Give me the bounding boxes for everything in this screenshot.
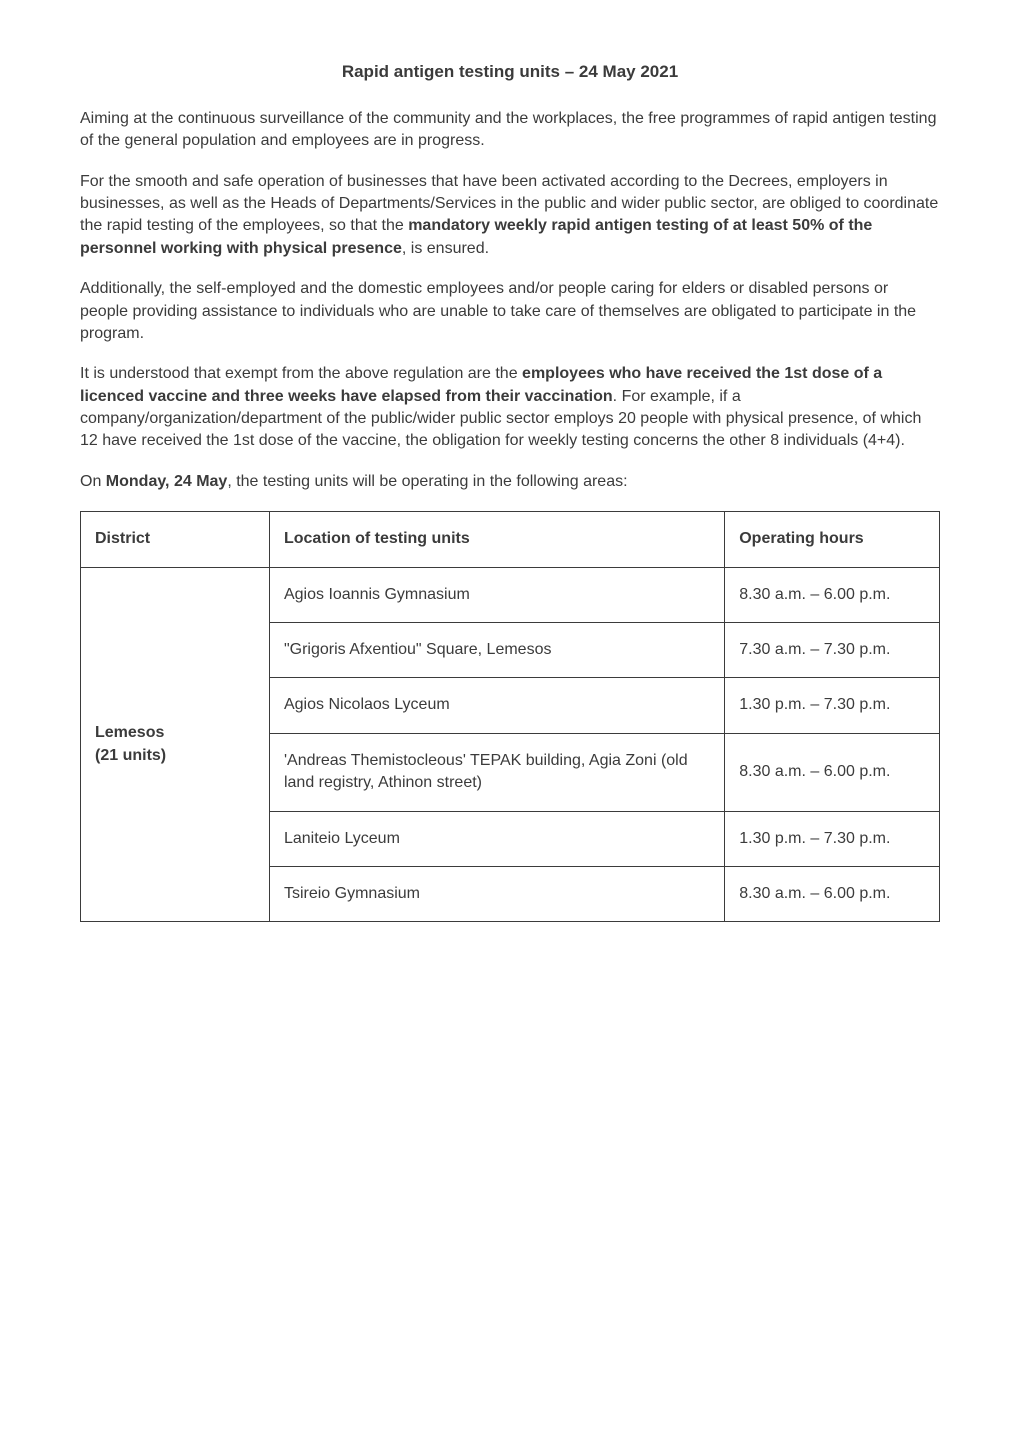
paragraph-4-part-a: It is understood that exempt from the ab… <box>80 365 522 382</box>
location-cell: Agios Ioannis Gymnasium <box>269 567 724 622</box>
hours-cell: 8.30 a.m. – 6.00 p.m. <box>725 733 940 811</box>
header-district: District <box>81 512 270 567</box>
page-title: Rapid antigen testing units – 24 May 202… <box>80 60 940 84</box>
location-cell: Tsireio Gymnasium <box>269 867 724 922</box>
location-cell: Laniteio Lyceum <box>269 811 724 866</box>
table-header-row: District Location of testing units Opera… <box>81 512 940 567</box>
location-cell: Agios Nicolaos Lyceum <box>269 678 724 733</box>
header-hours: Operating hours <box>725 512 940 567</box>
hours-cell: 8.30 a.m. – 6.00 p.m. <box>725 567 940 622</box>
hours-cell: 1.30 p.m. – 7.30 p.m. <box>725 678 940 733</box>
paragraph-2-part-b: , is ensured. <box>402 240 489 257</box>
district-cell: Lemesos (21 units) <box>81 567 270 922</box>
location-cell: 'Andreas Themistocleous' TEPAK building,… <box>269 733 724 811</box>
paragraph-1: Aiming at the continuous surveillance of… <box>80 108 940 153</box>
district-name: Lemesos <box>95 722 255 744</box>
testing-units-table: District Location of testing units Opera… <box>80 511 940 922</box>
paragraph-5: On Monday, 24 May, the testing units wil… <box>80 471 940 493</box>
table-row: Lemesos (21 units) Agios Ioannis Gymnasi… <box>81 567 940 622</box>
paragraph-5-bold: Monday, 24 May <box>106 473 228 490</box>
district-units: (21 units) <box>95 745 255 767</box>
hours-cell: 1.30 p.m. – 7.30 p.m. <box>725 811 940 866</box>
paragraph-5-part-b: , the testing units will be operating in… <box>227 473 627 490</box>
paragraph-5-part-a: On <box>80 473 106 490</box>
hours-cell: 7.30 a.m. – 7.30 p.m. <box>725 623 940 678</box>
header-location: Location of testing units <box>269 512 724 567</box>
paragraph-3: Additionally, the self-employed and the … <box>80 278 940 345</box>
hours-cell: 8.30 a.m. – 6.00 p.m. <box>725 867 940 922</box>
paragraph-2: For the smooth and safe operation of bus… <box>80 171 940 261</box>
paragraph-4: It is understood that exempt from the ab… <box>80 363 940 453</box>
location-cell: "Grigoris Afxentiou" Square, Lemesos <box>269 623 724 678</box>
